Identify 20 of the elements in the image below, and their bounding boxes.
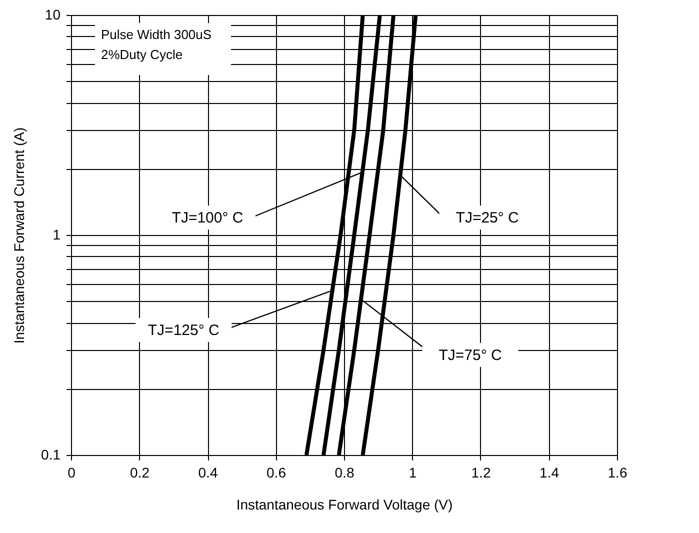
x-tick-label: 1.2: [471, 464, 491, 480]
y-tick-label: 0.1: [41, 446, 61, 462]
annotation: 2%Duty Cycle: [101, 47, 183, 62]
x-tick-label: 0.6: [266, 464, 286, 480]
y-tick-label: 10: [44, 6, 61, 22]
annotation: TJ=75° C: [438, 346, 502, 364]
annotation: TJ=125° C: [148, 322, 220, 339]
x-tick-label: 0.4: [198, 464, 218, 480]
x-tick-label: 0.2: [130, 464, 150, 480]
x-tick-label: 1: [408, 464, 417, 480]
annotation: TJ=100° C: [172, 210, 244, 227]
x-tick-label: 0: [68, 464, 76, 480]
y-axis-title: Instantaneous Forward Current (A): [11, 127, 28, 344]
x-tick-label: 1.6: [608, 464, 628, 480]
x-tick-label: 0.8: [334, 464, 354, 480]
annotation: Pulse Width 300uS: [101, 27, 212, 42]
x-axis-title: Instantaneous Forward Voltage (V): [236, 496, 453, 512]
annotation: TJ=25° C: [456, 210, 520, 227]
x-tick-label: 1.4: [540, 464, 560, 480]
y-tick-label: 1: [52, 226, 61, 242]
